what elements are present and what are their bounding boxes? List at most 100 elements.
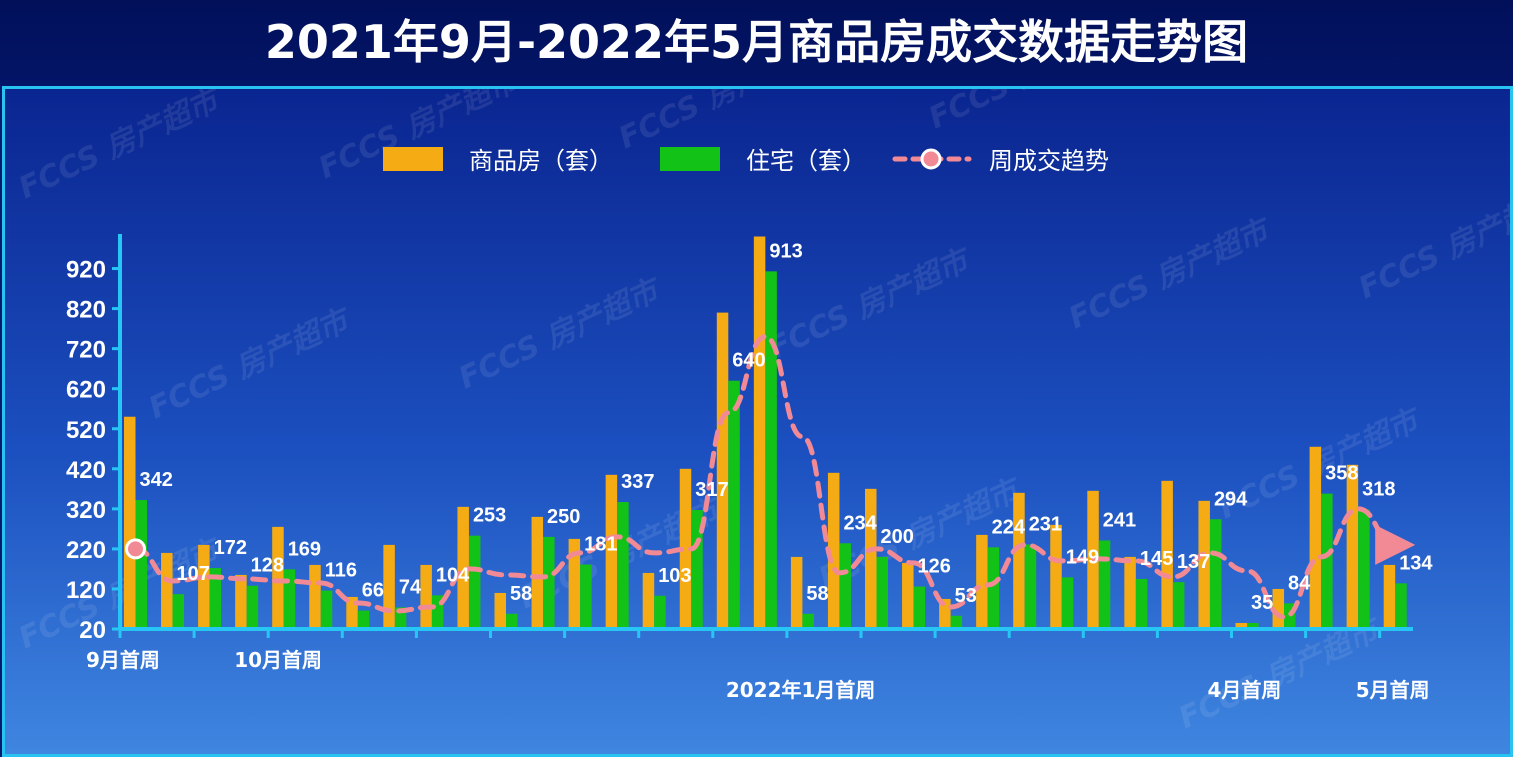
data-label-22: 53: [955, 585, 977, 607]
bar-shangpinfang-33: [1346, 464, 1359, 629]
trend-line: [133, 334, 1416, 620]
bar-zhuzhai-24: [1024, 544, 1037, 629]
legend-label-1: 住宅（套）: [746, 147, 866, 175]
data-label-16: 640: [732, 350, 765, 372]
svg-text:FCCS 房产超市: FCCS 房产超市: [1354, 181, 1510, 306]
data-label-18: 58: [806, 583, 828, 605]
bar-shangpinfang-19: [827, 472, 840, 629]
data-label-10: 58: [510, 583, 532, 605]
chart-title: 2021年9月-2022年5月商品房成交数据走势图: [264, 15, 1249, 69]
bar-zhuzhai-17: [765, 271, 777, 629]
bar-shangpinfang-11: [531, 516, 544, 629]
legend-marker-2: [920, 148, 942, 170]
y-tick-label-1: 120: [66, 577, 106, 604]
bar-shangpinfang-12: [568, 538, 581, 629]
bar-zhuzhai-33: [1358, 509, 1370, 629]
bar-shangpinfang-32: [1309, 446, 1322, 629]
bar-zhuzhai-29: [1209, 519, 1222, 629]
bar-zhuzhai-2: [209, 568, 222, 629]
legend-swatch-1: [660, 147, 720, 171]
bar-zhuzhai-22: [950, 615, 963, 629]
y-tick-label-0: 20: [79, 617, 106, 644]
bar-shangpinfang-18: [790, 556, 803, 629]
bar-zhuzhai-31: [1284, 603, 1296, 629]
data-label-7: 74: [399, 576, 422, 598]
data-label-20: 200: [881, 526, 914, 548]
x-group-label-2: 2022年1月首周: [726, 678, 876, 702]
y-tick-label-3: 320: [66, 497, 106, 524]
data-label-0: 342: [140, 469, 173, 491]
svg-text:FCCS 房产超市: FCCS 房产超市: [1064, 211, 1279, 336]
data-label-1: 107: [177, 563, 210, 585]
bar-shangpinfang-9: [457, 506, 469, 629]
svg-text:FCCS 房产超市: FCCS 房产超市: [454, 271, 669, 396]
bar-zhuzhai-18: [802, 613, 814, 629]
bar-shangpinfang-17: [753, 236, 766, 629]
legend-label-2: 周成交趋势: [989, 147, 1109, 175]
bar-shangpinfang-7: [383, 544, 395, 629]
bar-zhuzhai-28: [1172, 582, 1185, 629]
bar-shangpinfang-34: [1383, 564, 1396, 629]
bar-zhuzhai-30: [1247, 622, 1259, 629]
axes-layer: [112, 234, 1413, 638]
title-bar: [0, 0, 1513, 86]
data-label-6: 66: [362, 580, 384, 602]
bar-zhuzhai-11: [543, 536, 555, 629]
data-label-15: 317: [695, 479, 728, 501]
bar-zhuzhai-9: [468, 535, 481, 629]
y-tick-label-5: 520: [66, 417, 106, 444]
bar-shangpinfang-29: [1198, 500, 1210, 629]
data-label-21: 126: [918, 556, 951, 578]
data-label-19: 234: [843, 512, 877, 534]
bar-zhuzhai-20: [876, 556, 888, 629]
bar-zhuzhai-13: [617, 502, 629, 629]
bar-shangpinfang-16: [716, 312, 729, 629]
legend-swatch-0: [383, 147, 443, 171]
bar-shangpinfang-14: [642, 572, 655, 629]
x-group-label-1: 10月首周: [234, 648, 322, 672]
bar-zhuzhai-15: [691, 510, 703, 629]
data-label-5: 116: [325, 560, 357, 582]
y-tick-label-7: 720: [66, 337, 106, 364]
bar-shangpinfang-15: [679, 468, 692, 629]
bar-shangpinfang-22: [939, 598, 951, 629]
svg-text:FCCS 房产超市: FCCS 房产超市: [144, 301, 359, 426]
x-group-label-4: 5月首周: [1356, 678, 1430, 702]
y-tick-label-9: 920: [66, 257, 106, 284]
bar-shangpinfang-5: [309, 564, 321, 629]
data-label-24: 231: [1029, 513, 1062, 535]
bar-zhuzhai-34: [1395, 583, 1407, 629]
bar-shangpinfang-13: [605, 474, 618, 629]
data-label-27: 145: [1140, 548, 1173, 570]
bar-zhuzhai-21: [913, 586, 926, 629]
bar-shangpinfang-23: [976, 534, 988, 629]
bar-shangpinfang-25: [1050, 524, 1062, 629]
bar-shangpinfang-0: [124, 416, 136, 629]
data-label-23: 224: [992, 516, 1026, 538]
trend-layer: [125, 334, 1416, 620]
bar-shangpinfang-4: [272, 526, 284, 629]
data-label-12: 181: [584, 534, 617, 556]
bar-zhuzhai-3: [246, 585, 259, 629]
bar-shangpinfang-6: [346, 596, 358, 629]
bar-shangpinfang-27: [1124, 556, 1136, 629]
bar-zhuzhai-12: [580, 564, 592, 629]
data-label-32: 358: [1325, 463, 1358, 485]
bar-zhuzhai-25: [1061, 577, 1074, 629]
x-group-label-3: 4月首周: [1208, 678, 1282, 702]
bar-shangpinfang-8: [420, 564, 432, 629]
bar-zhuzhai-27: [1135, 578, 1148, 629]
bar-zhuzhai-1: [172, 594, 185, 629]
bar-zhuzhai-23: [987, 547, 1000, 629]
bar-zhuzhai-26: [1098, 540, 1111, 629]
bar-zhuzhai-19: [839, 543, 851, 629]
bar-zhuzhai-10: [506, 613, 518, 629]
bar-zhuzhai-0: [135, 500, 147, 629]
data-label-9: 253: [473, 505, 506, 527]
svg-text:FCCS 房产超市: FCCS 房产超市: [924, 89, 1139, 136]
svg-text:FCCS 房产超市: FCCS 房产超市: [14, 89, 229, 206]
bar-zhuzhai-6: [357, 610, 370, 629]
data-label-30: 35: [1251, 592, 1273, 614]
bar-shangpinfang-30: [1235, 622, 1247, 629]
legend: 商品房（套） 住宅（套） 周成交趋势: [383, 147, 1109, 175]
